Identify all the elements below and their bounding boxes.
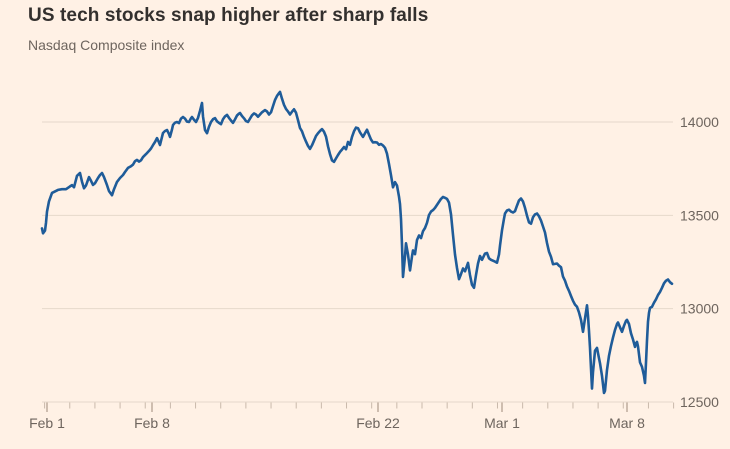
chart-subtitle: Nasdaq Composite index xyxy=(28,37,185,53)
x-tick-label: Feb 1 xyxy=(29,415,65,431)
x-tick-label: Feb 8 xyxy=(134,415,170,431)
y-tick-label: 12500 xyxy=(680,394,719,410)
x-tick-label: Mar 8 xyxy=(609,415,645,431)
price-line-series xyxy=(40,90,674,395)
x-tick-label: Feb 22 xyxy=(356,415,400,431)
y-axis-labels: 12500 13000 13500 14000 xyxy=(680,114,719,410)
price-line xyxy=(40,90,674,395)
x-tick-label: Mar 1 xyxy=(484,415,520,431)
y-tick-label: 13500 xyxy=(680,207,719,223)
y-tick-label: 13000 xyxy=(680,301,719,317)
y-gridlines xyxy=(42,121,673,403)
x-axis-labels: Feb 1 Feb 8 Feb 22 Mar 1 Mar 8 xyxy=(29,415,645,431)
y-tick-label: 14000 xyxy=(680,114,719,130)
x-axis-ticks xyxy=(44,402,675,412)
chart-title: US tech stocks snap higher after sharp f… xyxy=(28,5,429,26)
